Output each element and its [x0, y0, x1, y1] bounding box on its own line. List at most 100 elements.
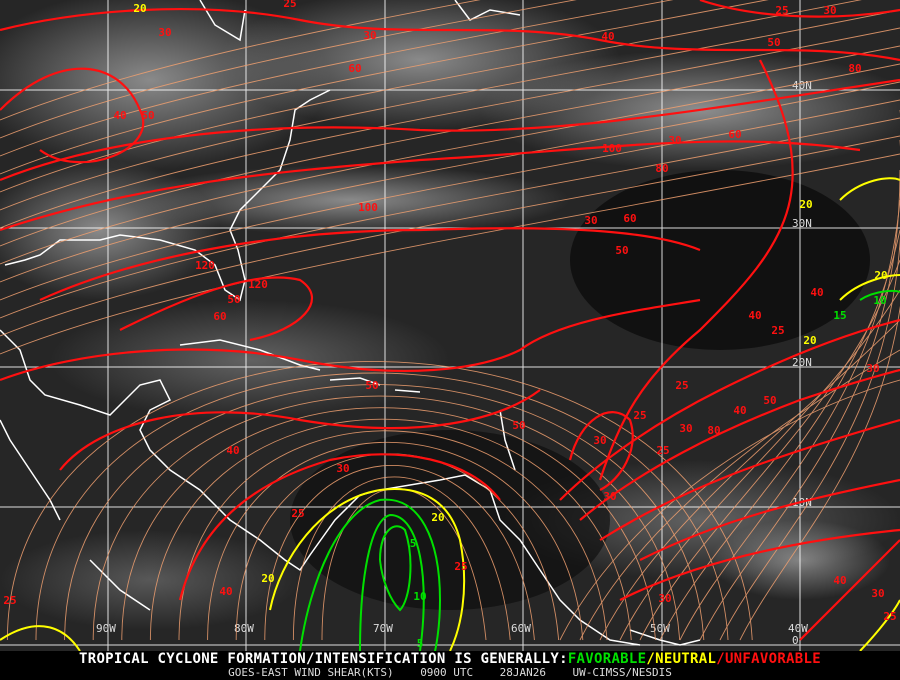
- contour-label: 25: [291, 507, 304, 520]
- legend-separator: /: [646, 651, 656, 667]
- contour-label: 40: [219, 585, 232, 598]
- contour-label: 40: [748, 309, 761, 322]
- contour-label: 50: [365, 379, 378, 392]
- contour-label: 30: [823, 4, 836, 17]
- contour-label: 50: [767, 36, 780, 49]
- streamline: [559, 379, 900, 641]
- streamline: [0, 81, 900, 283]
- latitude-label: 0: [792, 634, 799, 647]
- contour-label: 100: [358, 201, 378, 214]
- contour-label: 20: [874, 269, 887, 282]
- streamline: [0, 0, 481, 121]
- contour-label: 25: [775, 4, 788, 17]
- streamline: [699, 169, 900, 641]
- contour-label: 50: [512, 419, 525, 432]
- contour-label: 60: [213, 310, 226, 323]
- contour-label: 40: [810, 286, 823, 299]
- contour-label: 50: [763, 394, 776, 407]
- streamline: [0, 0, 770, 175]
- streamline: [0, 0, 862, 193]
- contour-label: 30: [679, 422, 692, 435]
- contour-label: 60: [348, 62, 361, 75]
- contour-label: 40: [601, 30, 614, 43]
- contour-label: 20: [133, 2, 146, 15]
- contour-label: 25: [454, 560, 467, 573]
- contour-label: 20: [803, 334, 816, 347]
- streamline: [619, 289, 900, 641]
- contour-label: 60: [728, 128, 741, 141]
- longitude-label: 70W: [373, 622, 393, 635]
- contour-label: 10: [413, 590, 426, 603]
- product-name: GOES-EAST WIND SHEAR(KTS): [228, 666, 394, 679]
- streamline: [207, 441, 584, 641]
- contour-label: 30: [871, 587, 884, 600]
- contour-label: 30: [866, 362, 879, 375]
- streamline: [0, 9, 900, 211]
- contour-label: 40: [833, 574, 846, 587]
- source: UW-CIMSS/NESDIS: [572, 666, 672, 679]
- streamline: [0, 45, 900, 247]
- contour-label: 30: [593, 434, 606, 447]
- contour-label: 120: [248, 278, 268, 291]
- legend-separator: /: [716, 651, 725, 667]
- longitude-label: 60W: [511, 622, 531, 635]
- streamline: [121, 407, 656, 641]
- favorable-contours: [299, 290, 900, 651]
- streamline: [739, 110, 900, 641]
- contour-label: 20: [431, 511, 444, 524]
- contour-label: 15: [833, 309, 846, 322]
- streamline: [264, 465, 535, 641]
- streamline: [0, 153, 900, 355]
- contour-label: 80: [707, 424, 720, 437]
- contour-label: 10: [873, 294, 886, 307]
- streamline: [0, 0, 577, 139]
- contour-label: 25: [3, 594, 16, 607]
- latitude-label: 30N: [792, 217, 812, 230]
- contour-label: 40: [733, 404, 746, 417]
- contour-label: 30: [603, 490, 616, 503]
- streamline: [679, 199, 900, 641]
- contour-label: 50: [141, 109, 154, 122]
- streamline: [292, 476, 511, 641]
- streamline: [659, 229, 900, 641]
- contour-label: 30: [158, 26, 171, 39]
- contour-label: 25: [675, 379, 688, 392]
- contour-label: 50: [227, 293, 240, 306]
- contour-label: 25: [771, 324, 784, 337]
- contour-label: 120: [195, 259, 215, 272]
- contour-label: 30: [658, 592, 671, 605]
- contour-label: 5: [410, 537, 417, 550]
- longitude-label: 50W: [650, 622, 670, 635]
- streamline: [178, 430, 608, 641]
- legend-neutral: NEUTRAL: [655, 651, 717, 667]
- contour-label: 20: [261, 572, 274, 585]
- neutral-contours: [0, 177, 900, 651]
- contour-label: 25: [283, 0, 296, 10]
- streamline: [0, 99, 900, 301]
- unfavorable-contours: [0, 0, 900, 641]
- longitude-label: 80W: [234, 622, 254, 635]
- longitude-label: 40W: [788, 622, 808, 635]
- contour-label: 30: [336, 462, 349, 475]
- streamline: [35, 372, 729, 641]
- legend-prefix: TROPICAL CYCLONE FORMATION/INTENSIFICATI…: [79, 651, 568, 667]
- contour-label: 30: [363, 29, 376, 42]
- streamline: [0, 117, 900, 319]
- legend-favorable: FAVORABLE: [567, 651, 647, 667]
- valid-time: 0900 UTC: [420, 666, 474, 679]
- contour-label: 20: [799, 198, 812, 211]
- contour-label: 60: [623, 212, 636, 225]
- product-info: GOES-EAST WIND SHEAR(KTS) 0900 UTC 28JAN…: [0, 667, 900, 679]
- date: 28JAN26: [499, 666, 547, 679]
- coastlines: [0, 0, 701, 646]
- contour-label: 50: [615, 244, 628, 257]
- latitude-label: 20N: [792, 356, 812, 369]
- contour-label: 80: [655, 162, 668, 175]
- streamline: [0, 135, 900, 337]
- contour-label: 25: [633, 409, 646, 422]
- contour-label: 30: [668, 134, 681, 147]
- contour-label: 5: [417, 637, 424, 650]
- contour-label: 100: [602, 142, 622, 155]
